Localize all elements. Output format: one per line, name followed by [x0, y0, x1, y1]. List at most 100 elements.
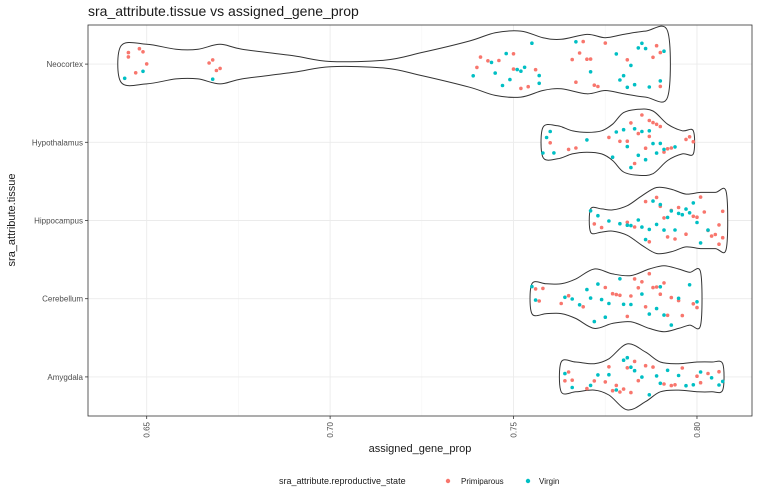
point-neocortex-virgin [537, 81, 541, 86]
point-amygdala-virgin [621, 358, 626, 363]
point-hippocampus-virgin [618, 221, 622, 226]
point-hypothalamus-primiparous [632, 161, 637, 166]
point-hypothalamus-virgin [673, 145, 677, 149]
point-cerebellum-primiparous [640, 280, 644, 284]
point-hippocampus-primiparous [709, 234, 714, 238]
point-amygdala-primiparous [570, 378, 574, 383]
point-amygdala-virgin [588, 383, 593, 388]
point-amygdala-primiparous [625, 366, 630, 370]
point-hippocampus-primiparous [654, 195, 659, 200]
point-hippocampus-primiparous [673, 237, 677, 241]
point-neocortex-virgin [636, 46, 641, 50]
point-hypothalamus-primiparous [629, 121, 633, 125]
point-cerebellum-primiparous [691, 302, 696, 306]
point-cerebellum-primiparous [559, 301, 563, 306]
point-amygdala-primiparous [698, 380, 703, 385]
point-cerebellum-virgin [621, 302, 626, 307]
y-axis-title: sra_attribute.tissue [6, 174, 18, 267]
point-cerebellum-primiparous [665, 313, 670, 318]
point-hippocampus-primiparous [625, 220, 630, 225]
point-amygdala-virgin [607, 372, 611, 377]
point-hippocampus-virgin [691, 201, 696, 205]
y-tick-label-neocortex: Neocortex [47, 60, 83, 69]
point-neocortex-virgin [640, 41, 644, 46]
point-neocortex-virgin [489, 60, 494, 65]
point-cerebellum-virgin [695, 300, 699, 304]
point-cerebellum-primiparous [632, 277, 637, 281]
y-axis-ticks: Amygdala Cerebellum Hippocampus Hypothalamu… [32, 60, 88, 382]
legend-key-virgin [525, 478, 531, 484]
point-neocortex-virgin [508, 77, 512, 82]
point-cerebellum-primiparous [680, 313, 685, 318]
point-cerebellum-primiparous [647, 271, 652, 276]
point-neocortex-primiparous [577, 51, 582, 55]
point-neocortex-virgin [515, 67, 519, 72]
point-amygdala-primiparous [673, 383, 677, 387]
point-amygdala-virgin [691, 383, 696, 387]
point-amygdala-primiparous [607, 365, 611, 369]
point-neocortex-virgin [210, 77, 215, 81]
point-cerebellum-virgin [640, 292, 644, 296]
point-cerebellum-virgin [618, 277, 622, 281]
point-cerebellum-primiparous [581, 305, 585, 309]
point-cerebellum-virgin [687, 283, 692, 287]
point-amygdala-virgin [596, 373, 600, 377]
point-amygdala-virgin [614, 388, 619, 392]
point-neocortex-virgin [537, 73, 541, 78]
point-hippocampus-virgin [640, 225, 644, 229]
point-hypothalamus-virgin [651, 141, 655, 146]
point-cerebellum-primiparous [610, 291, 615, 296]
point-hypothalamus-primiparous [691, 139, 696, 144]
point-neocortex-primiparous [658, 84, 663, 89]
point-neocortex-virgin [493, 71, 498, 75]
point-neocortex-virgin [625, 85, 630, 90]
point-neocortex-virgin [662, 49, 666, 53]
point-cerebellum-primiparous [625, 314, 630, 319]
point-amygdala-virgin [698, 370, 703, 374]
point-hippocampus-primiparous [713, 232, 718, 237]
point-neocortex-virgin [618, 78, 622, 82]
point-hypothalamus-primiparous [618, 139, 622, 144]
point-neocortex-primiparous [625, 58, 630, 62]
point-amygdala-primiparous [618, 390, 622, 394]
point-hippocampus-virgin [658, 202, 663, 207]
point-amygdala-primiparous [563, 379, 567, 383]
point-neocortex-virgin [632, 82, 637, 87]
point-neocortex-primiparous [141, 50, 145, 54]
point-hippocampus-primiparous [720, 235, 725, 240]
point-amygdala-virgin [640, 375, 644, 379]
point-hippocampus-primiparous [684, 232, 688, 236]
point-cerebellum-virgin [629, 302, 633, 307]
x-tick-label: 0.65 [143, 421, 152, 437]
point-hippocampus-virgin [643, 237, 648, 242]
point-cerebellum-virgin [603, 315, 608, 320]
point-neocortex-primiparous [210, 58, 215, 62]
point-neocortex-virgin [141, 69, 145, 74]
point-cerebellum-virgin [654, 306, 659, 311]
point-cerebellum-primiparous [662, 281, 666, 285]
point-hippocampus-virgin [676, 211, 681, 216]
point-amygdala-virgin [717, 383, 721, 387]
point-cerebellum-primiparous [537, 299, 541, 303]
point-hypothalamus-primiparous [548, 141, 552, 145]
point-neocortex-virgin [522, 65, 527, 70]
y-tick-label-hypothalamus: Hypothalamus [32, 138, 83, 147]
point-amygdala-primiparous [566, 370, 571, 374]
point-hippocampus-virgin [636, 218, 641, 222]
point-hypothalamus-virgin [552, 151, 556, 155]
point-cerebellum-primiparous [618, 293, 622, 298]
point-neocortex-primiparous [126, 50, 131, 55]
point-cerebellum-virgin [596, 282, 600, 286]
point-amygdala-virgin [665, 368, 670, 373]
point-neocortex-virgin [471, 74, 476, 78]
point-neocortex-primiparous [592, 83, 597, 87]
point-neocortex-virgin [574, 40, 578, 44]
point-amygdala-virgin [709, 376, 714, 380]
point-hippocampus-primiparous [662, 216, 666, 220]
point-amygdala-virgin [684, 383, 688, 388]
point-cerebellum-virgin [588, 296, 593, 300]
point-cerebellum-primiparous [695, 305, 699, 310]
point-neocortex-primiparous [654, 43, 659, 48]
x-axis-title: assigned_gene_prop [369, 443, 472, 455]
point-hypothalamus-primiparous [662, 150, 666, 154]
